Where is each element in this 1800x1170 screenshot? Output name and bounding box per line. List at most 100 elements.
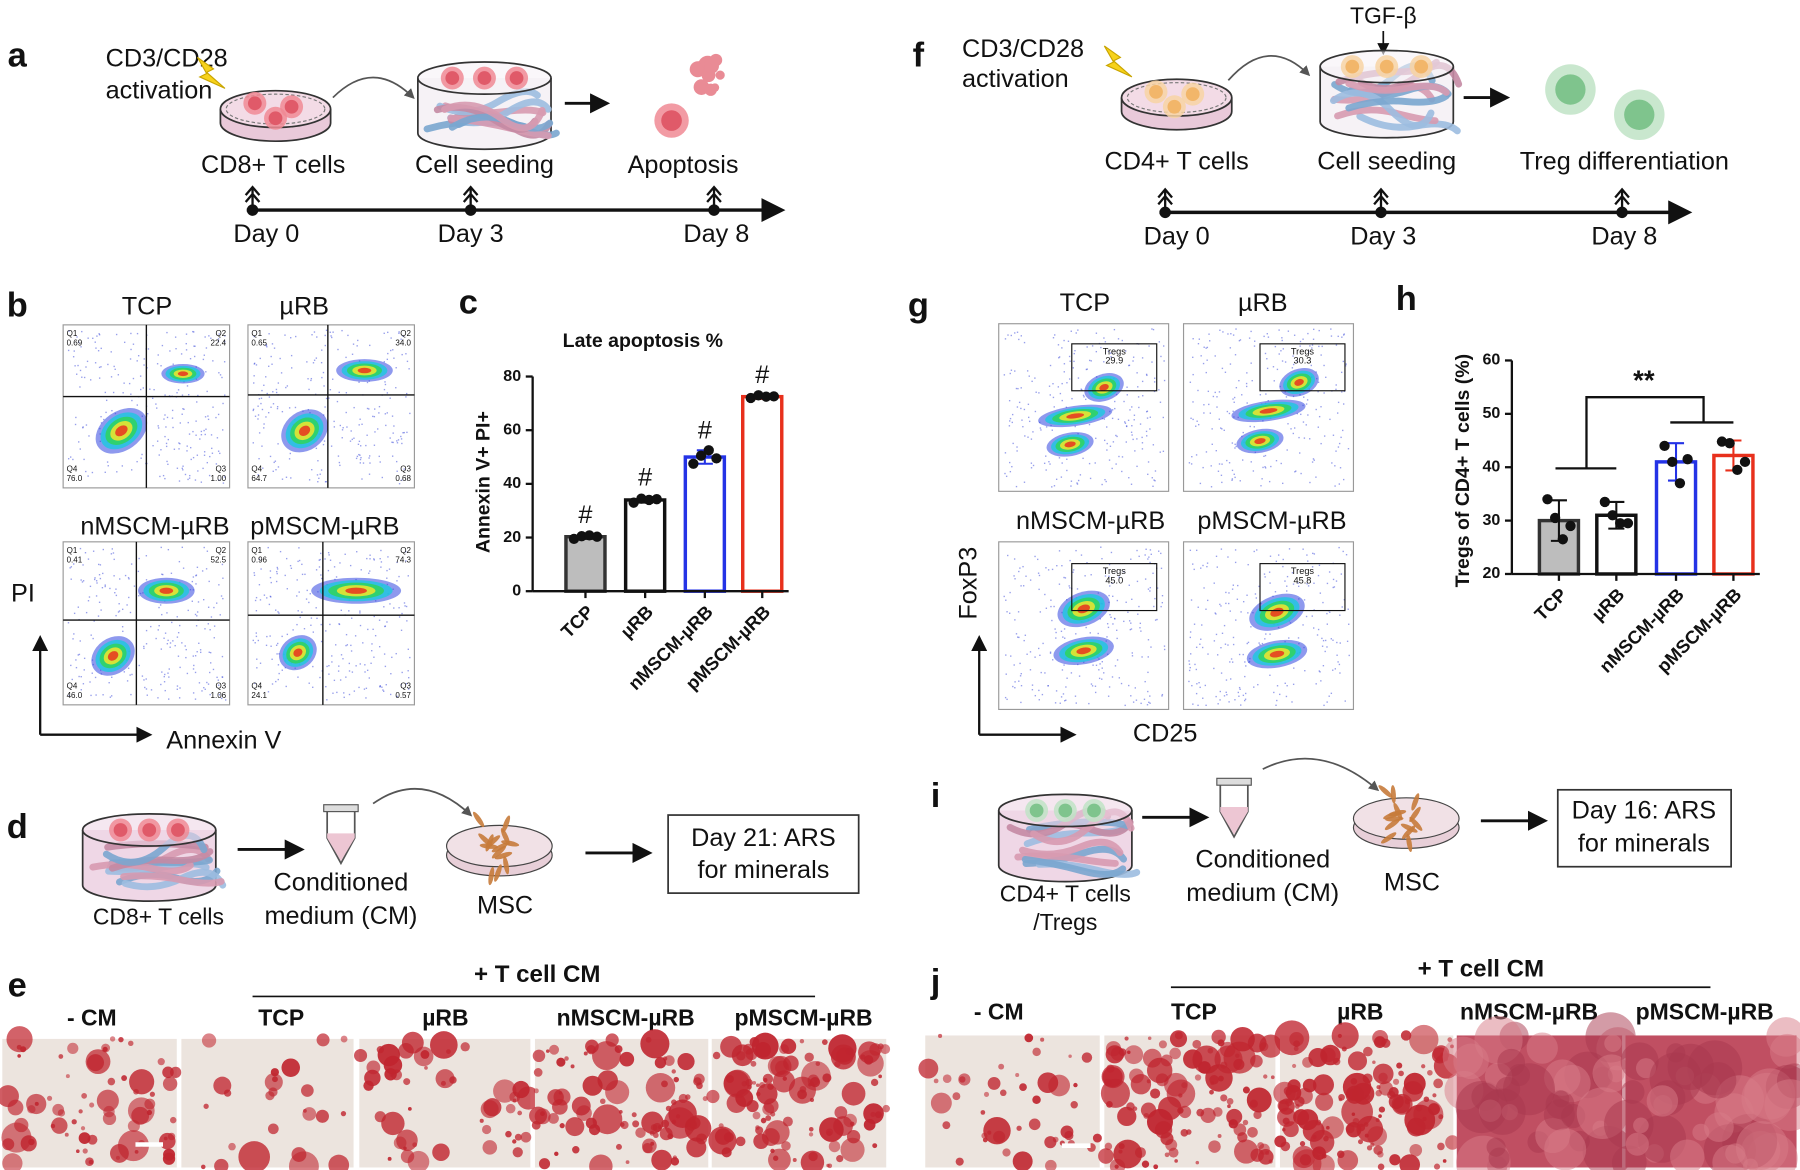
flow-event — [183, 408, 185, 411]
flow-event — [296, 595, 298, 597]
flow-event — [255, 364, 258, 366]
flow-event — [1014, 619, 1016, 621]
flow-event — [286, 588, 288, 590]
flow-event — [119, 578, 121, 580]
mineral-stain — [1497, 1048, 1526, 1077]
flow-event — [1219, 603, 1221, 606]
gate-name: Tregs — [1103, 346, 1127, 356]
cell-icon — [1555, 74, 1586, 105]
flow-event — [384, 625, 386, 628]
flow-event — [397, 439, 400, 441]
flow-event — [1197, 389, 1199, 392]
panel-label: a — [8, 36, 28, 74]
flow-event — [152, 445, 154, 447]
condition-label: nMSCM-µRB — [557, 1004, 695, 1030]
flow-event — [91, 672, 93, 674]
flow-event — [1335, 384, 1337, 386]
mineral-stain — [745, 1048, 758, 1061]
flow-event — [1130, 558, 1132, 560]
flow-event — [280, 372, 283, 374]
mineral-stain — [400, 1149, 415, 1164]
flow-event — [1055, 631, 1057, 634]
flow-event — [1312, 627, 1315, 629]
flow-event — [1143, 698, 1146, 700]
flow-event — [1148, 556, 1150, 558]
flow-event — [1161, 693, 1164, 696]
flow-event — [72, 458, 74, 461]
flow-event — [1034, 377, 1036, 379]
flow-event — [341, 429, 344, 431]
mineral-stain — [1363, 1046, 1373, 1057]
flow-event — [145, 643, 148, 645]
flow-event — [392, 432, 394, 434]
flow-event — [275, 644, 278, 646]
flow-event — [275, 580, 278, 583]
flow-event — [194, 613, 197, 616]
flow-event — [1056, 565, 1058, 567]
flow-event — [1010, 369, 1013, 371]
flow-event — [1210, 465, 1212, 467]
flow-event — [301, 611, 303, 613]
flow-event — [177, 389, 180, 391]
flow-event — [1199, 643, 1201, 645]
flow-event — [1311, 566, 1314, 568]
condition-label: - CM — [67, 1004, 117, 1030]
flow-event — [1037, 572, 1040, 574]
gate-value: 45.0 — [1105, 575, 1123, 585]
mineral-stain — [512, 1147, 523, 1158]
flow-event — [196, 566, 199, 569]
flow-event — [186, 450, 188, 452]
flow-event — [1128, 584, 1130, 586]
flow-event — [1163, 648, 1166, 651]
flow-event — [361, 478, 363, 480]
flow-event — [1334, 465, 1336, 467]
flow-event — [1263, 455, 1265, 458]
flow-event — [130, 332, 132, 335]
flow-event — [195, 420, 197, 422]
flow-event — [1133, 414, 1136, 416]
mineral-stain — [1132, 1106, 1138, 1111]
data-point — [760, 391, 772, 402]
flow-event — [1112, 595, 1114, 598]
flow-event — [172, 363, 174, 365]
mineral-stain — [71, 1119, 77, 1125]
flow-event — [330, 445, 333, 447]
flow-event — [1023, 639, 1025, 642]
mineral-stain — [1356, 1115, 1384, 1143]
flow-event — [1342, 550, 1344, 553]
flow-event — [1339, 672, 1341, 674]
flow-event — [1228, 592, 1230, 594]
mineral-stain — [1347, 1051, 1368, 1071]
flow-event — [1101, 483, 1103, 486]
flow-event — [1206, 562, 1209, 564]
flow-event — [359, 418, 361, 420]
gate-name: Tregs — [1103, 566, 1127, 576]
flow-event — [79, 640, 81, 642]
flow-event — [364, 664, 366, 666]
flow-event — [177, 631, 180, 634]
mineral-stain — [759, 1081, 766, 1089]
flow-event — [1320, 354, 1322, 356]
flow-event — [378, 405, 381, 408]
mineral-stain — [107, 1077, 116, 1086]
flow-event — [1009, 417, 1012, 420]
flow-event — [326, 665, 328, 668]
flow-event — [1147, 690, 1149, 693]
day-label: Day 0 — [1144, 222, 1210, 250]
flow-event — [178, 442, 180, 444]
flow-event — [301, 563, 303, 566]
flow-event — [1151, 477, 1153, 479]
mineral-stain — [952, 1092, 961, 1101]
flow-event — [1348, 623, 1350, 625]
flow-event — [1070, 480, 1073, 482]
flow-event — [1063, 371, 1065, 373]
flow-event — [184, 645, 186, 647]
flow-event — [1127, 419, 1130, 422]
flow-event — [1315, 408, 1317, 411]
flow-event — [85, 366, 87, 368]
flow-event — [204, 416, 207, 418]
axis-title: CD25 — [1133, 719, 1198, 747]
flow-event — [1234, 549, 1237, 551]
flow-event — [1343, 599, 1346, 601]
flow-event — [1074, 350, 1076, 352]
